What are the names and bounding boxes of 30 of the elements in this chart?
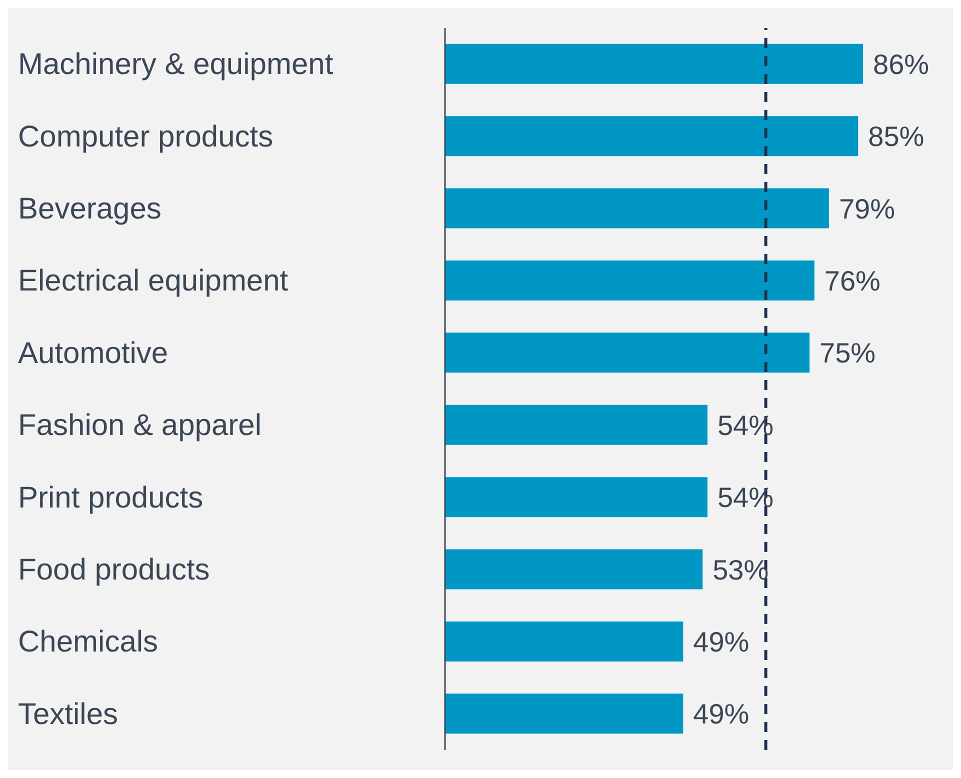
data-label: 54% bbox=[717, 482, 774, 514]
data-label: 49% bbox=[693, 626, 750, 658]
data-label: 49% bbox=[693, 698, 750, 730]
bar bbox=[445, 549, 703, 590]
bar bbox=[445, 404, 708, 445]
y-tick-label: Computer products bbox=[18, 120, 274, 154]
bar bbox=[445, 260, 814, 300]
data-label: 76% bbox=[824, 265, 880, 296]
data-label: 86% bbox=[873, 48, 930, 80]
y-tick-label: Chemicals bbox=[18, 626, 158, 659]
data-label: 54% bbox=[717, 410, 774, 441]
bar bbox=[445, 44, 863, 84]
y-tick-label: Machinery & equipment bbox=[18, 48, 334, 82]
bar bbox=[445, 477, 708, 518]
y-tick-label: Textiles bbox=[18, 698, 118, 731]
data-label: 75% bbox=[820, 338, 876, 369]
bar bbox=[445, 116, 858, 156]
y-tick-label: Fashion & apparel bbox=[18, 409, 262, 442]
bar bbox=[445, 332, 810, 373]
bar bbox=[445, 694, 684, 734]
data-label: 85% bbox=[868, 121, 924, 152]
bar bbox=[445, 621, 684, 662]
bar bbox=[445, 188, 829, 228]
y-tick-label: Electrical equipment bbox=[18, 264, 289, 298]
data-label: 53% bbox=[712, 554, 769, 586]
y-tick-label: Beverages bbox=[18, 192, 162, 226]
y-tick-label: Food products bbox=[18, 554, 210, 586]
y-tick-label: Print products bbox=[18, 481, 204, 514]
y-tick-label: Automotive bbox=[18, 336, 168, 370]
data-label: 79% bbox=[838, 193, 896, 224]
